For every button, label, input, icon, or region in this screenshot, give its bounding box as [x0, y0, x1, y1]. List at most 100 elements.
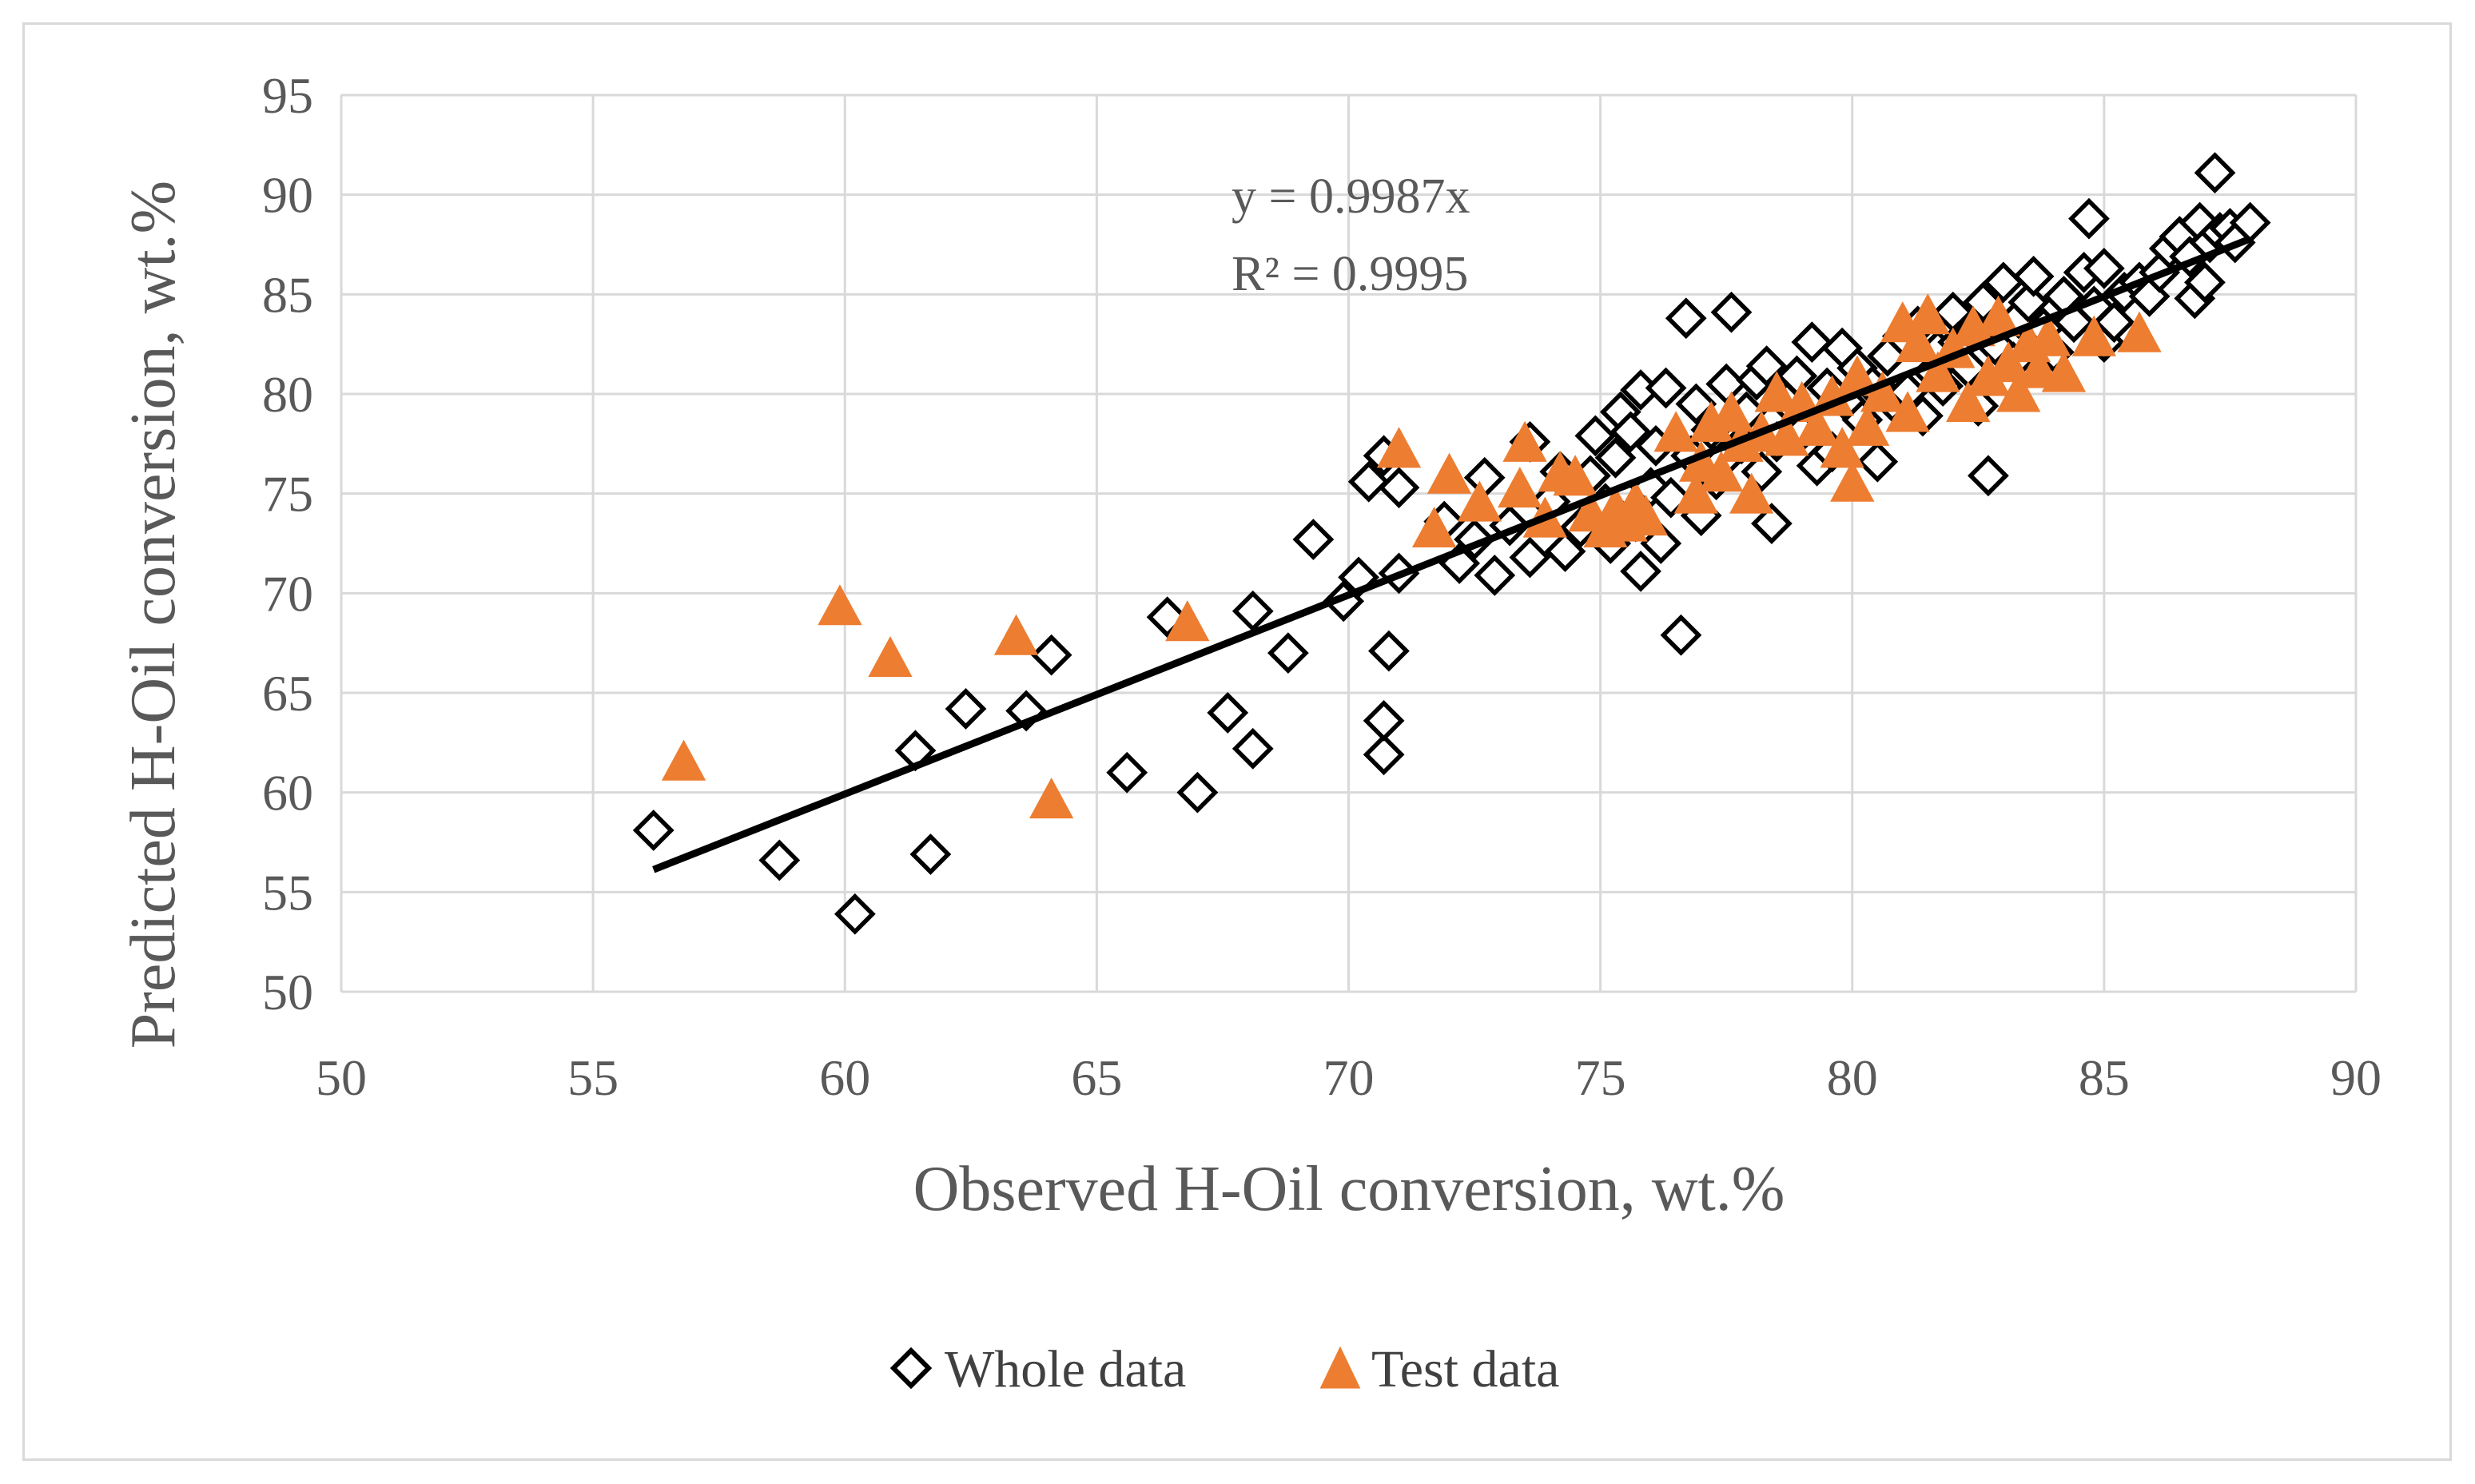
whole-data-point	[1751, 503, 1793, 544]
test-data-point	[1820, 427, 1864, 468]
whole-data-point	[1745, 345, 1788, 387]
whole-data-point	[2068, 197, 2110, 240]
test-data-point	[1794, 404, 1840, 446]
test-data-point	[1411, 506, 1457, 548]
test-data-point	[1946, 380, 1991, 422]
test-data-point	[1376, 427, 1422, 468]
test-data-point	[1905, 293, 1950, 335]
test-data-point	[1699, 451, 1744, 492]
x-tick-label: 50	[316, 1049, 367, 1106]
x-tick-label: 65	[1071, 1049, 1122, 1106]
x-tick-label: 60	[819, 1049, 870, 1106]
test-data-point	[1165, 600, 1210, 642]
x-tick-label: 80	[1827, 1049, 1878, 1106]
test-data-point	[1830, 460, 1875, 502]
whole-data-point	[1176, 771, 1219, 814]
test-data-point	[1457, 480, 1502, 522]
whole-data-point	[1620, 551, 1661, 592]
whole-data-point	[1640, 523, 1682, 564]
test-data-point	[1729, 472, 1774, 514]
whole-data-point	[1347, 460, 1390, 503]
whole-data-point	[1665, 297, 1707, 340]
legend-label-whole-data: Whole data	[945, 1340, 1186, 1398]
test-data-point	[2016, 347, 2061, 388]
whole-data-point	[1968, 455, 2009, 497]
test-data-point	[1553, 455, 1598, 496]
y-tick-label: 90	[262, 167, 313, 224]
y-tick-label: 50	[262, 964, 313, 1020]
test-data-point	[1498, 467, 1542, 508]
whole-data-point	[1363, 734, 1405, 776]
test-data-point	[1029, 778, 1074, 819]
whole-data-point	[2093, 301, 2135, 344]
test-data-point	[2026, 315, 2071, 356]
whole-data-point	[1594, 436, 1637, 479]
y-tick-label: 70	[262, 565, 313, 622]
y-tick-label: 80	[262, 366, 313, 423]
whole-data-point	[1791, 321, 1833, 364]
whole-data-point	[2184, 261, 2226, 304]
x-tick-label: 90	[2330, 1049, 2381, 1106]
whole-data-point	[632, 810, 674, 851]
whole-data-point	[1660, 614, 1702, 656]
legend-marker-test-data	[1319, 1346, 1361, 1389]
chart-frame	[22, 22, 2452, 1461]
whole-data-point	[1267, 632, 1309, 674]
test-data-point	[1754, 371, 1799, 412]
whole-data-point	[1544, 531, 1586, 572]
whole-data-point	[1509, 536, 1551, 579]
test-data-point	[2041, 351, 2087, 392]
test-data-point	[1896, 321, 1940, 363]
x-axis-ticks: 50 55 60 65 70 75 80 85 90	[316, 1049, 2381, 1106]
whole-data-point	[1741, 451, 1783, 493]
series-test-data	[661, 293, 2162, 819]
whole-data-point	[1474, 555, 1516, 596]
test-data-point	[993, 614, 1039, 655]
whole-data-point	[1030, 634, 1072, 676]
whole-data-point	[1645, 367, 1687, 409]
test-data-point	[2117, 311, 2162, 352]
whole-data-point	[1363, 700, 1405, 742]
y-tick-label: 65	[262, 665, 313, 722]
legend-marker-whole-data	[889, 1347, 933, 1390]
y-axis-ticks: 50 55 60 65 70 75 80 85 90 95	[262, 67, 313, 1020]
whole-data-point	[1574, 415, 1617, 457]
test-data-point	[818, 584, 862, 626]
whole-data-point	[909, 834, 952, 875]
test-data-point	[1427, 452, 1472, 494]
trendline-equation: y = 0.9987x	[1232, 169, 1470, 224]
whole-data-point	[1378, 467, 1420, 509]
whole-data-point	[758, 839, 801, 881]
y-tick-label: 75	[262, 466, 313, 523]
y-tick-label: 60	[262, 765, 313, 822]
test-data-point	[1916, 351, 1960, 392]
whole-data-point	[2194, 152, 2236, 194]
whole-data-point	[945, 688, 987, 730]
whole-data-point	[1232, 590, 1274, 632]
test-data-point	[1502, 420, 1547, 462]
y-tick-label: 95	[262, 67, 313, 124]
test-data-point	[1673, 472, 1719, 514]
test-data-point	[1885, 391, 1930, 432]
test-data-point	[661, 739, 706, 781]
whole-data-point	[1454, 519, 1495, 560]
y-tick-label: 85	[262, 266, 313, 323]
y-tick-label: 55	[262, 864, 313, 921]
whole-data-point	[834, 893, 876, 935]
x-tick-label: 70	[1323, 1049, 1375, 1106]
whole-data-point	[1610, 411, 1652, 453]
whole-data-point	[1463, 456, 1506, 499]
x-tick-label: 75	[1575, 1049, 1626, 1106]
whole-data-point	[1705, 363, 1748, 405]
whole-data-point	[1710, 291, 1753, 333]
test-data-point	[868, 636, 913, 678]
whole-data-point	[1856, 440, 1899, 483]
trendline-r-squared: R² = 0.9995	[1232, 247, 1468, 301]
whole-data-point	[1232, 727, 1274, 770]
legend-label-test-data: Test data	[1371, 1340, 1559, 1398]
whole-data-point	[2007, 281, 2050, 324]
whole-data-point	[1207, 692, 1249, 734]
trendline	[652, 235, 2252, 873]
test-data-point	[1623, 494, 1669, 536]
x-tick-label: 85	[2079, 1049, 2130, 1106]
